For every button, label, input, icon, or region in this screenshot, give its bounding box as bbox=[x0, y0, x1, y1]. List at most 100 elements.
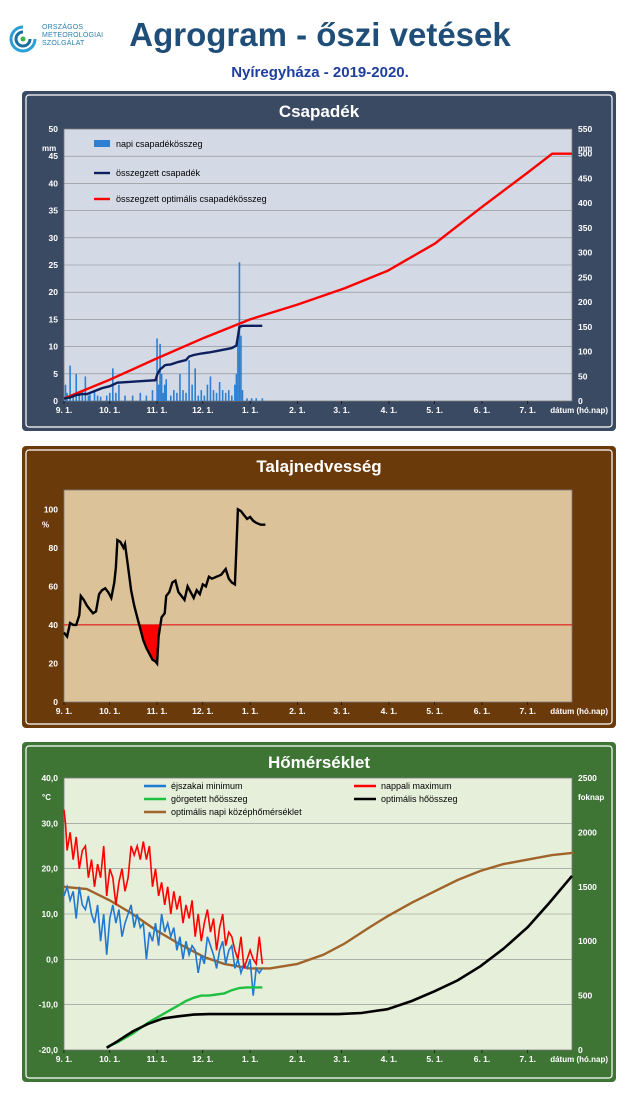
y-tick-label: 0 bbox=[53, 396, 58, 406]
precipitation-chart: Csapadék 0 5 10 15 20 25 30 35 40 45 50 mm 0 50 100 150 2… bbox=[25, 94, 613, 428]
panel-border bbox=[25, 94, 613, 428]
daily-precip-bar bbox=[185, 392, 187, 401]
daily-precip-bar bbox=[197, 395, 200, 401]
soil-moisture-chart: Talajnedvesség 0 20 40 60 80 100% 9. 1. 10. 1. 11… bbox=[25, 449, 613, 725]
y2-tick-label: 0 bbox=[578, 1045, 583, 1055]
y2-tick-label: 250 bbox=[578, 272, 592, 282]
daily-precip-bar bbox=[64, 384, 67, 401]
daily-precip-bar bbox=[200, 390, 203, 401]
y-tick-label: 20 bbox=[49, 658, 59, 668]
y2-tick-label: 2000 bbox=[578, 827, 597, 837]
daily-precip-bar bbox=[246, 398, 248, 401]
x-tick-label: 12. 1. bbox=[192, 405, 213, 415]
y-axis-unit: % bbox=[42, 520, 49, 529]
y-tick-label: 35 bbox=[49, 206, 59, 216]
y-axis-unit: °C bbox=[42, 793, 51, 802]
daily-precip-bar bbox=[81, 390, 84, 401]
daily-precip-bar bbox=[108, 392, 111, 401]
x-tick-label: 9. 1. bbox=[56, 1054, 73, 1064]
x-tick-label: 4. 1. bbox=[381, 706, 398, 716]
daily-precip-bar bbox=[231, 395, 233, 401]
page-subtitle: Nyíregyháza - 2019-2020. bbox=[231, 64, 409, 81]
x-tick-label: 12. 1. bbox=[192, 706, 213, 716]
legend-day-max-label: nappali maximum bbox=[381, 781, 452, 791]
y2-tick-label: 100 bbox=[578, 347, 592, 357]
x-tick-label: 1. 1. bbox=[242, 1054, 259, 1064]
daily-precip-bar bbox=[69, 365, 71, 401]
panel-border bbox=[25, 449, 613, 725]
soil-moisture-line bbox=[63, 507, 266, 667]
y2-tick-label: 2500 bbox=[578, 773, 597, 783]
daily-precip-bar bbox=[234, 384, 236, 401]
daily-precip-bar bbox=[191, 384, 193, 401]
x-axis-label: dátum (hó.nap) bbox=[550, 707, 608, 716]
logo-line-2: METEOROLÓGIAI bbox=[42, 32, 104, 39]
y2-tick-label: 150 bbox=[578, 322, 592, 332]
daily-precip-bar bbox=[115, 392, 117, 401]
daily-precip-bar bbox=[241, 390, 244, 401]
daily-precip-bar bbox=[227, 390, 230, 401]
y2-axis-unit: mm bbox=[578, 144, 592, 153]
x-tick-label: 12. 1. bbox=[192, 1054, 213, 1064]
daily-precip-bar bbox=[188, 360, 190, 401]
night-min-line bbox=[63, 883, 263, 996]
daily-precip-bar bbox=[78, 392, 81, 401]
daily-precip-bar bbox=[124, 395, 126, 401]
y-axis-unit: mm bbox=[42, 144, 56, 153]
daily-precip-bar bbox=[165, 379, 168, 401]
y2-tick-label: 450 bbox=[578, 173, 592, 183]
y2-tick-label: 1000 bbox=[578, 936, 597, 946]
y2-tick-label: 400 bbox=[578, 198, 592, 208]
x-tick-label: 7. 1. bbox=[519, 706, 536, 716]
x-tick-label: 5. 1. bbox=[426, 706, 443, 716]
daily-precip-bar bbox=[99, 396, 102, 401]
x-tick-label: 9. 1. bbox=[56, 706, 73, 716]
y-tick-label: 40 bbox=[49, 620, 59, 630]
x-tick-label: 7. 1. bbox=[519, 1054, 536, 1064]
x-tick-label: 11. 1. bbox=[147, 405, 168, 415]
daily-precip-bar bbox=[159, 343, 161, 401]
daily-precip-bar bbox=[206, 384, 209, 401]
optimal-heat-sum-line bbox=[106, 875, 573, 1049]
daily-precip-bar bbox=[96, 395, 99, 401]
legend-cumulative-label: összegzett csapadék bbox=[116, 168, 201, 178]
x-tick-label: 3. 1. bbox=[333, 405, 350, 415]
daily-precip-bar bbox=[224, 392, 227, 401]
y-tick-label: 15 bbox=[49, 314, 59, 324]
x-tick-label: 5. 1. bbox=[426, 405, 443, 415]
daily-precip-bar bbox=[212, 390, 215, 401]
daily-precip-bar bbox=[218, 381, 221, 401]
page-title: Agrogram - őszi vetések bbox=[129, 16, 511, 53]
y-tick-label: 25 bbox=[49, 260, 59, 270]
daily-precip-bar bbox=[156, 338, 158, 401]
daily-precip-bar bbox=[160, 373, 163, 401]
daily-precip-bar bbox=[75, 373, 78, 401]
y2-tick-label: 550 bbox=[578, 124, 592, 134]
y2-axis-unit: foknap bbox=[578, 793, 604, 802]
soil-moisture-panel: Talajnedvesség 0 20 40 60 80 100% 9. 1. 10. 1. 11… bbox=[22, 446, 616, 728]
logo-line-3: SZOLGÁLAT bbox=[42, 40, 85, 47]
y-tick-label: 30,0 bbox=[41, 818, 58, 828]
day-max-line bbox=[63, 809, 264, 969]
x-tick-label: 3. 1. bbox=[333, 706, 350, 716]
temperature-chart: Hőmérséklet -20,0 -10,0 0,0 10,0 20,0 30,0 40,0… bbox=[25, 745, 613, 1079]
y-tick-label: 10,0 bbox=[41, 909, 58, 919]
logo-line-1: ORSZÁGOS bbox=[42, 24, 84, 31]
daily-precip-bar bbox=[179, 373, 181, 401]
y2-tick-label: 350 bbox=[578, 223, 592, 233]
y-tick-label: 100 bbox=[44, 504, 58, 514]
y-tick-label: -20,0 bbox=[39, 1045, 59, 1055]
y2-tick-label: 500 bbox=[578, 149, 592, 159]
x-tick-label: 4. 1. bbox=[381, 405, 398, 415]
legend-night-min-label: éjszakai minimum bbox=[171, 781, 243, 791]
y-tick-label: 10 bbox=[49, 342, 59, 352]
y-tick-label: 50 bbox=[49, 124, 59, 134]
omsz-logo-icon bbox=[9, 25, 37, 53]
legend-swatch-daily bbox=[94, 140, 110, 147]
daily-precip-bar bbox=[162, 392, 164, 401]
legend-optimal-label: összegzett optimális csapadékösszeg bbox=[116, 194, 267, 204]
x-tick-label: 11. 1. bbox=[147, 706, 168, 716]
daily-precip-bar bbox=[105, 395, 108, 401]
daily-precip-bar bbox=[169, 395, 172, 401]
daily-precip-bar bbox=[215, 392, 218, 401]
